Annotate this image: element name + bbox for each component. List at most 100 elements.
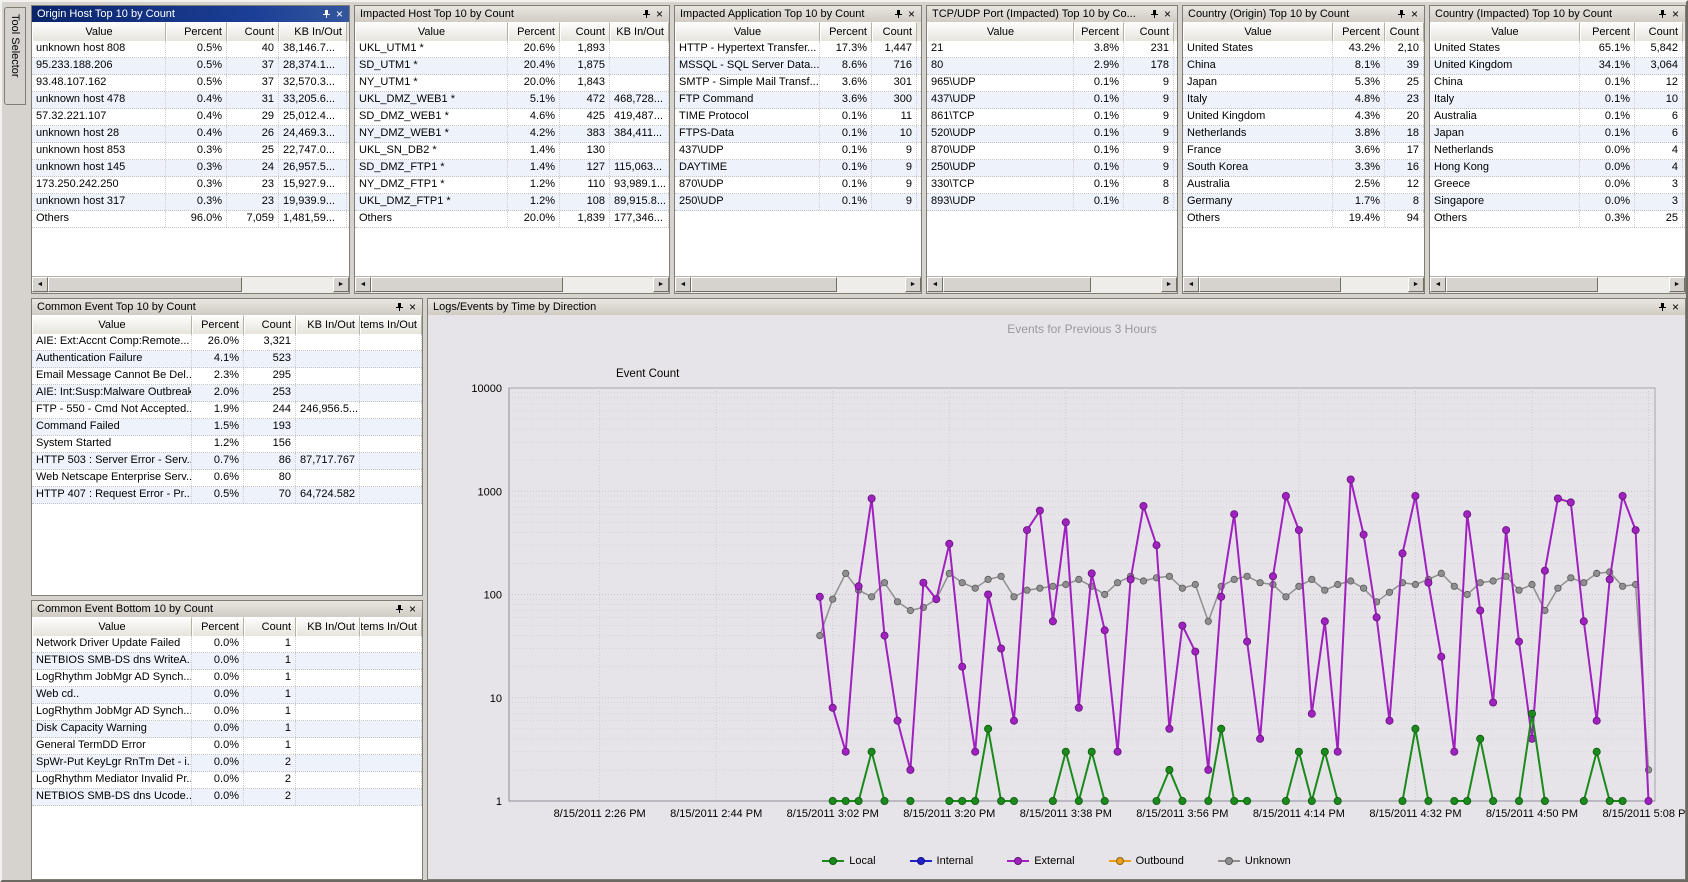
table-row[interactable]: Disk Capacity Warning0.0%1 (32, 721, 422, 738)
table-row[interactable]: Command Failed1.5%193 (32, 419, 422, 436)
scroll-left-arrow-icon[interactable]: ◄ (1183, 277, 1199, 292)
tool-selector-tab[interactable]: Tool Selector (4, 7, 26, 105)
table-row[interactable]: unknown host 4780.4%3133,205.6... (32, 92, 349, 109)
table-row[interactable]: United States65.1%5,842 (1430, 41, 1685, 58)
table-row[interactable]: NY_DMZ_FTP1 *1.2%11093,989.1... (355, 177, 669, 194)
table-row[interactable]: 893\UDP0.1%8 (927, 194, 1177, 211)
column-header-items-in-out[interactable]: Items In/Out (360, 617, 422, 636)
table-row[interactable]: Australia2.5%12 (1183, 177, 1424, 194)
table-row[interactable]: UKL_SN_DB2 *1.4%130 (355, 143, 669, 160)
table-row[interactable]: Australia0.1%6 (1430, 109, 1685, 126)
table-row[interactable]: HTTP - Hypertext Transfer...17.3%1,447 (675, 41, 921, 58)
scroll-left-arrow-icon[interactable]: ◄ (927, 277, 943, 292)
column-header-count[interactable]: Count (244, 315, 296, 334)
table-row[interactable]: 213.8%231 (927, 41, 1177, 58)
table-row[interactable]: 330\TCP0.1%8 (927, 177, 1177, 194)
table-row[interactable]: Greece0.0%3 (1430, 177, 1685, 194)
table-row[interactable]: SD_UTM1 *20.4%1,875 (355, 58, 669, 75)
table-row[interactable]: Japan5.3%25 (1183, 75, 1424, 92)
column-header-value[interactable]: Value (32, 315, 192, 334)
column-header-count[interactable]: Count (244, 617, 296, 636)
close-icon[interactable]: × (406, 604, 419, 614)
table-row[interactable]: SD_DMZ_FTP1 *1.4%127115,063... (355, 160, 669, 177)
close-icon[interactable]: × (653, 9, 666, 19)
table-row[interactable]: NETBIOS SMB-DS dns Ucode...0.0%2 (32, 789, 422, 806)
close-icon[interactable]: × (406, 302, 419, 312)
close-icon[interactable]: × (1669, 302, 1682, 312)
column-header-value[interactable]: Value (32, 617, 192, 636)
table-row[interactable]: 173.250.242.2500.3%2315,927.9... (32, 177, 349, 194)
table-row[interactable]: NETBIOS SMB-DS dns WriteA...0.0%1 (32, 653, 422, 670)
table-row[interactable]: SMTP - Simple Mail Transf...3.6%301 (675, 75, 921, 92)
table-row[interactable]: 57.32.221.1070.4%2925,012.4... (32, 109, 349, 126)
panel-titlebar[interactable]: Country (Origin) Top 10 by Count× (1183, 6, 1424, 22)
table-row[interactable]: Netherlands3.8%18 (1183, 126, 1424, 143)
table-row[interactable]: UKL_UTM1 *20.6%1,893 (355, 41, 669, 58)
table-row[interactable]: General TermDD Error0.0%1 (32, 738, 422, 755)
table-row[interactable]: NY_DMZ_WEB1 *4.2%383384,411... (355, 126, 669, 143)
column-header-percent[interactable]: Percent (1580, 22, 1635, 41)
column-header-percent[interactable]: Percent (820, 22, 872, 41)
table-row[interactable]: 870\UDP0.1%9 (927, 143, 1177, 160)
table-row[interactable]: 437\UDP0.1%9 (675, 143, 921, 160)
scroll-right-arrow-icon[interactable]: ► (1669, 277, 1685, 292)
table-row[interactable]: MSSQL - SQL Server Data...8.6%716 (675, 58, 921, 75)
table-row[interactable]: Italy4.8%23 (1183, 92, 1424, 109)
scrollbar-thumb[interactable] (943, 277, 1091, 292)
table-row[interactable]: System Started1.2%156 (32, 436, 422, 453)
table-row[interactable]: 861\TCP0.1%9 (927, 109, 1177, 126)
table-row[interactable]: Web cd..0.0%1 (32, 687, 422, 704)
column-header-percent[interactable]: Percent (166, 22, 227, 41)
table-row[interactable]: Others96.0%7,0591,481,59... (32, 211, 349, 228)
table-row[interactable]: Singapore0.0%3 (1430, 194, 1685, 211)
table-row[interactable]: Others0.3%25 (1430, 211, 1685, 228)
table-row[interactable]: SpWr-Put KeyLgr RnTm Det - i...0.0%2 (32, 755, 422, 772)
table-row[interactable]: 520\UDP0.1%9 (927, 126, 1177, 143)
horizontal-scrollbar[interactable]: ◄► (32, 276, 349, 293)
table-row[interactable]: FTP - 550 - Cmd Not Accepted...1.9%24424… (32, 402, 422, 419)
table-row[interactable]: unknown host 8530.3%2522,747.0... (32, 143, 349, 160)
column-header-count[interactable]: Count (1635, 22, 1683, 41)
scroll-left-arrow-icon[interactable]: ◄ (1430, 277, 1446, 292)
table-row[interactable]: 93.48.107.1620.5%3732,570.3... (32, 75, 349, 92)
table-row[interactable]: Others19.4%94 (1183, 211, 1424, 228)
column-header-value[interactable]: Value (1183, 22, 1333, 41)
pin-icon[interactable] (392, 303, 406, 312)
table-row[interactable]: Web Netscape Enterprise Serv...0.6%80 (32, 470, 422, 487)
scrollbar-thumb[interactable] (371, 277, 563, 292)
close-icon[interactable]: × (1408, 9, 1421, 19)
scroll-left-arrow-icon[interactable]: ◄ (355, 277, 371, 292)
panel-titlebar[interactable]: Logs/Events by Time by Direction× (428, 299, 1685, 315)
scrollbar-thumb[interactable] (691, 277, 837, 292)
column-header-items-in-out[interactable]: Items In/Out (360, 315, 422, 334)
close-icon[interactable]: × (333, 9, 346, 19)
table-row[interactable]: South Korea3.3%16 (1183, 160, 1424, 177)
table-row[interactable]: SD_DMZ_WEB1 *4.6%425419,487... (355, 109, 669, 126)
table-row[interactable]: Japan0.1%6 (1430, 126, 1685, 143)
table-row[interactable]: Hong Kong0.0%4 (1430, 160, 1685, 177)
column-header-value[interactable]: Value (32, 22, 166, 41)
table-row[interactable]: unknown host 280.4%2624,469.3... (32, 126, 349, 143)
table-row[interactable]: Netherlands0.0%4 (1430, 143, 1685, 160)
scroll-right-arrow-icon[interactable]: ► (333, 277, 349, 292)
scrollbar-track[interactable] (1199, 277, 1408, 293)
scrollbar-track[interactable] (371, 277, 653, 293)
table-row[interactable]: FTP Command3.6%300 (675, 92, 921, 109)
column-header-kb-in-out[interactable]: KB In/Out (296, 617, 360, 636)
scrollbar-track[interactable] (943, 277, 1161, 293)
scrollbar-thumb[interactable] (1446, 277, 1598, 292)
panel-titlebar[interactable]: Impacted Host Top 10 by Count× (355, 6, 669, 22)
table-row[interactable]: HTTP 503 : Server Error - Serv...0.7%868… (32, 453, 422, 470)
panel-titlebar[interactable]: Country (Impacted) Top 10 by Count× (1430, 6, 1685, 22)
table-row[interactable]: AIE: Ext:Accnt Comp:Remote...26.0%3,321 (32, 334, 422, 351)
column-header-value[interactable]: Value (675, 22, 820, 41)
panel-titlebar[interactable]: TCP/UDP Port (Impacted) Top 10 by Co...× (927, 6, 1177, 22)
table-row[interactable]: Italy0.1%10 (1430, 92, 1685, 109)
table-row[interactable]: France3.6%17 (1183, 143, 1424, 160)
pin-icon[interactable] (1655, 10, 1669, 19)
panel-titlebar[interactable]: Impacted Application Top 10 by Count× (675, 6, 921, 22)
scrollbar-thumb[interactable] (48, 277, 242, 292)
table-row[interactable]: LogRhythm JobMgr AD Synch...0.0%1 (32, 704, 422, 721)
scroll-right-arrow-icon[interactable]: ► (1408, 277, 1424, 292)
scroll-right-arrow-icon[interactable]: ► (905, 277, 921, 292)
